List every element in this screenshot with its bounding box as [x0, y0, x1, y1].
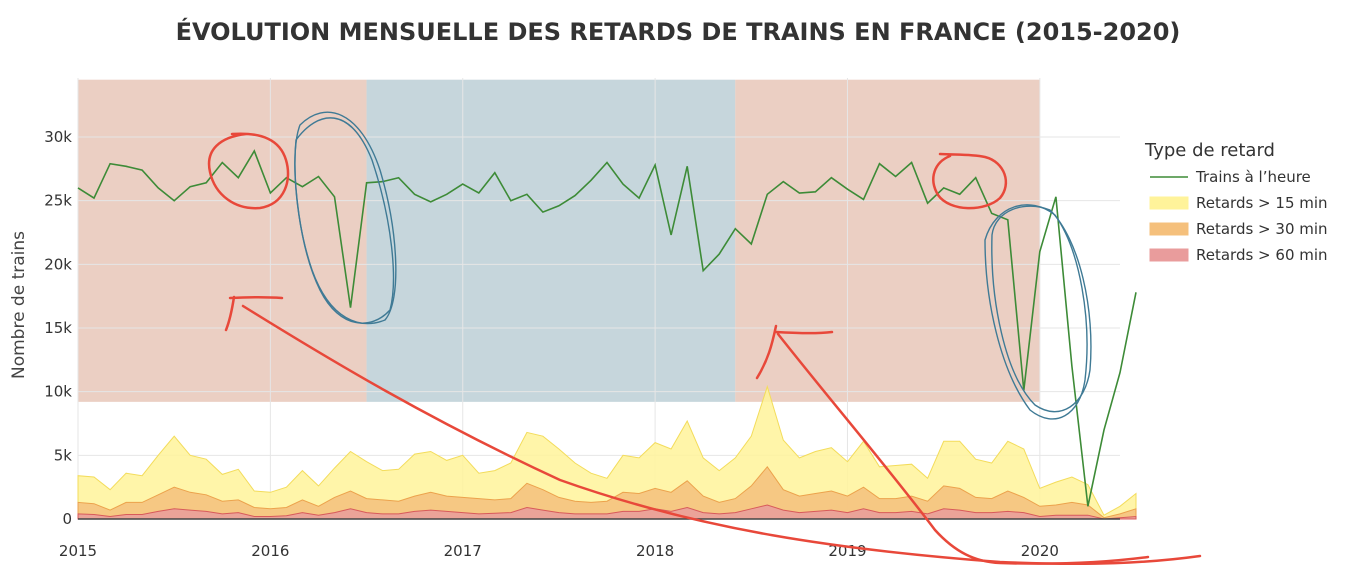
annotation-stroke-0 — [207, 132, 290, 210]
y-tick-label: 15k — [44, 319, 72, 337]
annotation-stroke-6 — [224, 295, 236, 332]
chart-title: ÉVOLUTION MENSUELLE DES RETARDS DE TRAIN… — [176, 17, 1181, 46]
legend-title: Type de retard — [1144, 140, 1275, 161]
x-tick-label: 2015 — [59, 542, 97, 560]
x-tick-label: 2016 — [251, 542, 289, 560]
annotation-stroke-1 — [932, 152, 1008, 210]
y-tick-label: 10k — [44, 383, 72, 401]
x-tick-label: 2018 — [636, 542, 674, 560]
area-retards-15-min — [77, 384, 1137, 520]
shaded-period-0 — [78, 79, 367, 402]
line-trains-a-l-heure — [77, 149, 1137, 507]
x-tick-label: 2017 — [444, 542, 482, 560]
area-retards-30-min — [77, 465, 1137, 520]
annotation-stroke-7 — [228, 296, 284, 300]
annotation-stroke-10 — [774, 330, 834, 335]
annotation-stroke-5 — [991, 205, 1092, 413]
legend-entry-label: Trains à l’heure — [1195, 168, 1311, 186]
legend: Type de retard Trains à l’heure Retards > … — [1144, 140, 1328, 264]
legend-swatch — [1149, 222, 1189, 236]
annotation-stroke-11 — [776, 332, 1150, 565]
y-tick-label: 30k — [44, 128, 72, 146]
legend-entry-label: Retards > 60 min — [1196, 246, 1328, 264]
annotation-stroke-8 — [241, 304, 1202, 566]
y-axis-label: Nombre de trains — [9, 231, 29, 379]
hand-annotations — [207, 111, 1202, 566]
y-tick-label: 25k — [44, 192, 72, 210]
area-retards-60-min — [77, 504, 1137, 520]
y-tick-label: 0 — [62, 510, 72, 528]
area-series — [77, 384, 1137, 520]
annotation-stroke-9 — [755, 324, 778, 380]
shaded-periods — [78, 79, 1040, 402]
shaded-period-2 — [735, 79, 1040, 402]
y-tick-label: 20k — [44, 255, 72, 273]
x-tick-label: 2020 — [1021, 542, 1059, 560]
legend-entry-label: Retards > 15 min — [1196, 194, 1328, 212]
shaded-period-1 — [366, 79, 736, 402]
y-tick-label: 5k — [54, 446, 73, 464]
line-series — [77, 149, 1137, 507]
legend-swatch — [1149, 196, 1189, 210]
legend-entry-label: Retards > 30 min — [1196, 220, 1328, 238]
legend-swatch — [1149, 248, 1189, 262]
annotation-stroke-3 — [294, 117, 395, 324]
